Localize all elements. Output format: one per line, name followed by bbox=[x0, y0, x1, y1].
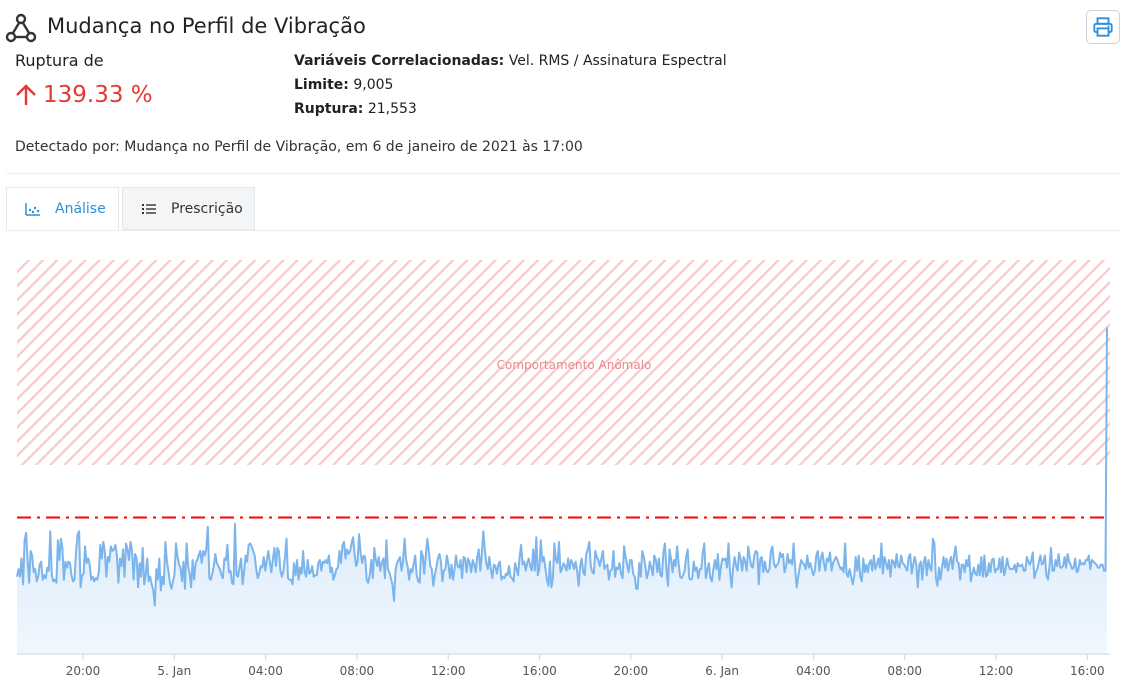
detected-by-text: Detectado por: Mudança no Perfil de Vibr… bbox=[15, 139, 583, 155]
arrow-up-icon bbox=[16, 84, 36, 105]
limit-value: 9,005 bbox=[353, 77, 394, 93]
x-tick-label: 5. Jan bbox=[157, 664, 191, 678]
tab-prescricao[interactable]: Prescrição bbox=[122, 187, 255, 230]
x-tick-label: 12:00 bbox=[431, 664, 466, 678]
correlated-vars-row: Variáveis Correlacionadas: Vel. RMS / As… bbox=[294, 49, 727, 73]
divider bbox=[6, 173, 1120, 174]
rupture-row: Ruptura: 21,553 bbox=[294, 97, 727, 121]
correlated-vars-label: Variáveis Correlacionadas: bbox=[294, 53, 505, 69]
x-tick-label: 08:00 bbox=[340, 664, 375, 678]
series-line bbox=[16, 327, 1108, 607]
page-title: Mudança no Perfil de Vibração bbox=[47, 14, 366, 38]
x-tick-label: 20:00 bbox=[614, 664, 649, 678]
limit-label: Limite: bbox=[294, 77, 349, 93]
x-tick-label: 08:00 bbox=[887, 664, 922, 678]
correlated-vars-value: Vel. RMS / Assinatura Espectral bbox=[508, 53, 727, 69]
rupture-label: Ruptura de bbox=[15, 51, 104, 70]
tabs-divider bbox=[6, 230, 1120, 231]
x-tick-label: 6. Jan bbox=[705, 664, 739, 678]
printer-icon bbox=[1093, 17, 1113, 37]
vibration-chart: Comportamento Anômalo 20:00 5. Jan 04:00 08… bbox=[16, 260, 1110, 678]
rupture-value: 139.33 % bbox=[15, 82, 153, 108]
x-tick-label: 16:00 bbox=[1070, 664, 1105, 678]
details-block: Variáveis Correlacionadas: Vel. RMS / As… bbox=[294, 49, 727, 121]
tab-prescricao-label: Prescrição bbox=[171, 200, 243, 217]
tab-analise[interactable]: Análise bbox=[6, 187, 119, 230]
x-tick-label: 04:00 bbox=[248, 664, 283, 678]
network-nodes-icon bbox=[5, 12, 37, 44]
x-tick-label: 16:00 bbox=[522, 664, 557, 678]
anomaly-band bbox=[17, 260, 1110, 465]
scatter-chart-icon bbox=[25, 202, 40, 216]
x-tick-label: 20:00 bbox=[66, 664, 101, 678]
x-tick-label: 12:00 bbox=[979, 664, 1014, 678]
x-axis-ticks: 20:00 5. Jan 04:00 08:00 12:00 16:00 20:00 6. J… bbox=[66, 654, 1105, 678]
rupture-detail-value: 21,553 bbox=[367, 101, 417, 117]
anomaly-band-label: Comportamento Anômalo bbox=[497, 358, 652, 372]
series-area bbox=[17, 327, 1107, 654]
print-button[interactable] bbox=[1086, 10, 1120, 44]
tab-analise-label: Análise bbox=[55, 200, 106, 217]
rupture-percent: 139.33 % bbox=[43, 82, 153, 108]
limit-row: Limite: 9,005 bbox=[294, 73, 727, 97]
list-icon bbox=[142, 203, 156, 214]
x-tick-label: 04:00 bbox=[796, 664, 831, 678]
rupture-detail-label: Ruptura: bbox=[294, 101, 364, 117]
